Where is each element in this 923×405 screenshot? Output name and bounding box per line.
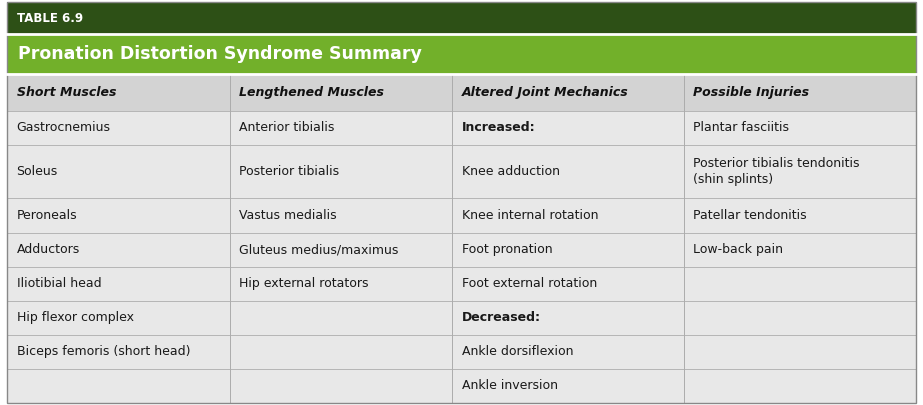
Text: Pronation Distortion Syndrome Summary: Pronation Distortion Syndrome Summary [18, 45, 423, 63]
Bar [7, 301, 230, 335]
Bar [452, 369, 684, 403]
Text: Peroneals: Peroneals [17, 209, 78, 222]
Bar [7, 2, 916, 34]
Bar [230, 74, 452, 111]
Text: Soleus: Soleus [17, 165, 58, 178]
Bar [7, 34, 916, 74]
Text: Biceps femoris (short head): Biceps femoris (short head) [17, 345, 190, 358]
Text: Adductors: Adductors [17, 243, 80, 256]
Bar [684, 145, 916, 198]
Text: Ankle dorsiflexion: Ankle dorsiflexion [462, 345, 573, 358]
Bar [684, 198, 916, 232]
Text: Vastus medialis: Vastus medialis [239, 209, 337, 222]
Bar [452, 74, 684, 111]
Bar [7, 335, 230, 369]
Text: Foot pronation: Foot pronation [462, 243, 552, 256]
Bar [230, 232, 452, 266]
Bar [7, 74, 230, 111]
Text: Knee adduction: Knee adduction [462, 165, 559, 178]
Text: Increased:: Increased: [462, 121, 535, 134]
Bar [7, 198, 230, 232]
Text: Possible Injuries: Possible Injuries [693, 86, 809, 99]
Bar [7, 232, 230, 266]
Text: Posterior tibialis tendonitis: Posterior tibialis tendonitis [693, 157, 859, 170]
Bar [452, 301, 684, 335]
Text: Plantar fasciitis: Plantar fasciitis [693, 121, 789, 134]
Text: Ankle inversion: Ankle inversion [462, 379, 557, 392]
Text: Iliotibial head: Iliotibial head [17, 277, 102, 290]
Bar [230, 369, 452, 403]
Text: Gastrocnemius: Gastrocnemius [17, 121, 111, 134]
Bar [230, 198, 452, 232]
Bar [7, 111, 230, 145]
Text: Low-back pain: Low-back pain [693, 243, 784, 256]
Text: Decreased:: Decreased: [462, 311, 541, 324]
Text: TABLE 6.9: TABLE 6.9 [17, 12, 83, 25]
Bar [7, 266, 230, 301]
Text: Anterior tibialis: Anterior tibialis [239, 121, 334, 134]
Bar [684, 74, 916, 111]
Bar [452, 198, 684, 232]
Bar [7, 369, 230, 403]
Bar [7, 145, 230, 198]
Bar [684, 232, 916, 266]
Bar [452, 266, 684, 301]
Text: Knee internal rotation: Knee internal rotation [462, 209, 598, 222]
Bar [230, 266, 452, 301]
Bar [230, 111, 452, 145]
Text: Hip external rotators: Hip external rotators [239, 277, 368, 290]
Bar [452, 232, 684, 266]
Text: Short Muscles: Short Muscles [17, 86, 116, 99]
Text: Lengthened Muscles: Lengthened Muscles [239, 86, 384, 99]
Bar [684, 335, 916, 369]
Bar [684, 301, 916, 335]
Bar [230, 335, 452, 369]
Bar [452, 111, 684, 145]
Bar [452, 335, 684, 369]
Bar [230, 301, 452, 335]
Text: Gluteus medius/maximus: Gluteus medius/maximus [239, 243, 399, 256]
Text: (shin splints): (shin splints) [693, 173, 773, 186]
Bar [452, 145, 684, 198]
Text: Foot external rotation: Foot external rotation [462, 277, 597, 290]
Bar [684, 111, 916, 145]
Bar [230, 145, 452, 198]
Text: Hip flexor complex: Hip flexor complex [17, 311, 134, 324]
Text: Patellar tendonitis: Patellar tendonitis [693, 209, 807, 222]
Bar [684, 266, 916, 301]
Bar [684, 369, 916, 403]
Text: Posterior tibialis: Posterior tibialis [239, 165, 340, 178]
Text: Altered Joint Mechanics: Altered Joint Mechanics [462, 86, 629, 99]
